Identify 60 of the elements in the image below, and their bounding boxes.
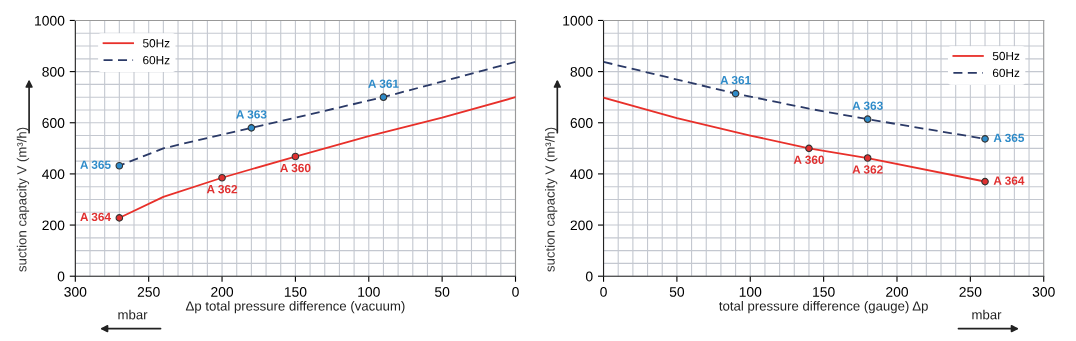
y-tick-label: 1000 bbox=[35, 15, 65, 26]
x-tick-label: 100 bbox=[358, 286, 380, 297]
legend-label: 60Hz bbox=[143, 55, 170, 65]
data-label: A 363 bbox=[852, 101, 883, 110]
y-tick-label: 400 bbox=[570, 169, 593, 180]
y-tick-label: 600 bbox=[42, 118, 65, 128]
data-label: A 364 bbox=[993, 176, 1025, 185]
y-tick-label: 800 bbox=[42, 66, 65, 77]
point bbox=[981, 135, 989, 143]
y-tick-label: 0 bbox=[585, 271, 593, 282]
text: mbar bbox=[972, 309, 1002, 320]
data-label: A 361 bbox=[368, 79, 399, 88]
x-tick-label: 0 bbox=[600, 286, 607, 297]
point bbox=[291, 152, 300, 161]
legend-label: 50Hz bbox=[992, 51, 1020, 61]
data-label: A 365 bbox=[80, 160, 111, 169]
point bbox=[115, 214, 124, 222]
x-tick-label: 300 bbox=[64, 286, 87, 297]
x-tick-label: 300 bbox=[1032, 286, 1055, 297]
data-label: A 361 bbox=[720, 75, 751, 85]
x-tick-label: 0 bbox=[512, 286, 519, 297]
x-tick-label: 100 bbox=[739, 286, 762, 297]
x-tick-label: 50 bbox=[434, 286, 450, 297]
point bbox=[863, 154, 872, 162]
x-tick-label: 150 bbox=[284, 286, 307, 297]
data-label: A 362 bbox=[206, 185, 238, 194]
legend-label: 60Hz bbox=[992, 68, 1020, 78]
data-label: A 365 bbox=[993, 133, 1025, 143]
y-axis-title: suction capacity V (m³/h) bbox=[16, 127, 30, 272]
y-tick-label: 600 bbox=[570, 118, 593, 128]
y-tick-label: 1000 bbox=[563, 15, 593, 26]
x-tick-label: 200 bbox=[211, 286, 234, 297]
legend-label: 50Hz bbox=[142, 39, 170, 48]
y-tick-label: 200 bbox=[42, 220, 65, 231]
point bbox=[115, 161, 124, 170]
x-tick-label: 50 bbox=[669, 286, 685, 297]
y-axis-title: suction capacity V (m³/h) bbox=[545, 127, 558, 272]
point bbox=[805, 144, 813, 153]
point bbox=[731, 89, 740, 98]
x-tick-label: 250 bbox=[137, 286, 160, 297]
point bbox=[218, 173, 226, 182]
y-tick-label: 800 bbox=[570, 66, 593, 77]
data-label: A 360 bbox=[793, 155, 824, 164]
text: mbar bbox=[118, 309, 148, 320]
data-label: A 364 bbox=[80, 212, 111, 222]
y-tick-label: 400 bbox=[42, 169, 65, 180]
data-label: A 362 bbox=[852, 165, 883, 174]
x-tick-label: 150 bbox=[813, 286, 835, 297]
x-axis-title: Δp total pressure difference (vacuum) bbox=[185, 300, 405, 314]
x-tick-label: 200 bbox=[886, 286, 909, 297]
y-tick-label: 200 bbox=[570, 220, 593, 231]
point bbox=[379, 93, 388, 101]
x-tick-label: 250 bbox=[959, 286, 982, 297]
data-label: A 360 bbox=[280, 163, 311, 173]
x-axis-title: total pressure difference (gauge) Δp bbox=[719, 300, 928, 314]
point bbox=[981, 177, 989, 186]
point bbox=[247, 124, 256, 132]
data-label: A 363 bbox=[236, 110, 267, 119]
point bbox=[863, 115, 872, 123]
y-tick-label: 0 bbox=[57, 271, 65, 282]
